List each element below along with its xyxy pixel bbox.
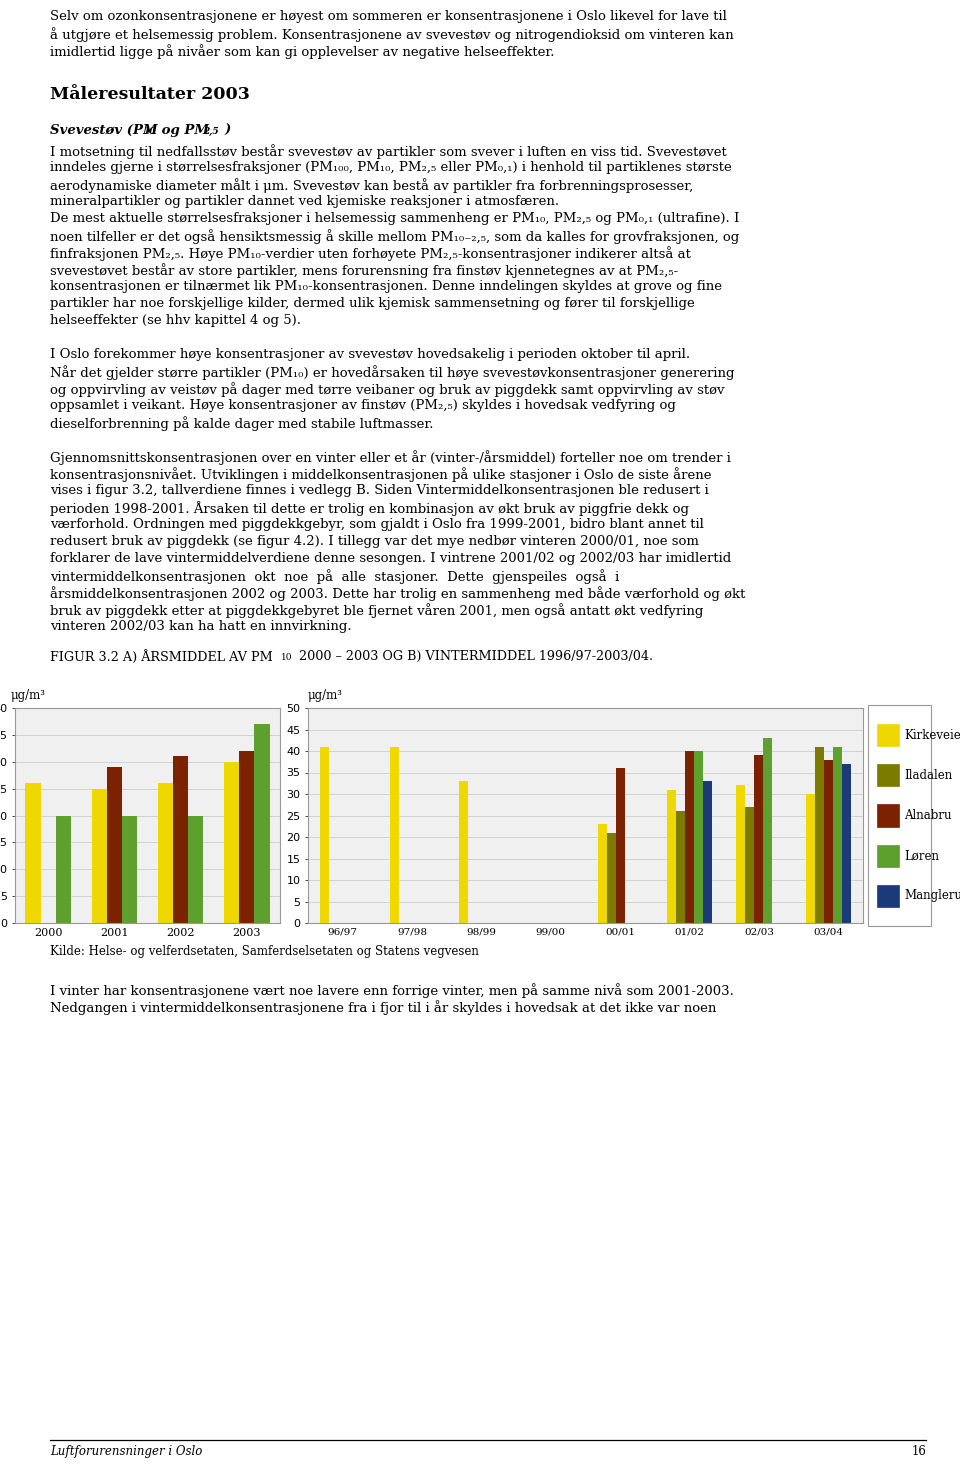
Bar <box>254 725 270 923</box>
Text: Svevestøv (PM: Svevestøv (PM <box>50 125 157 136</box>
Bar <box>607 833 615 923</box>
Bar <box>188 816 204 923</box>
Text: svevestøvet består av store partikler, mens forurensning fra finstøv kjennetegne: svevestøvet består av store partikler, m… <box>50 263 678 277</box>
Bar <box>320 747 329 923</box>
Text: Kilde: Helse- og velferdsetaten, Samferdselsetaten og Statens vegvesen: Kilde: Helse- og velferdsetaten, Samferd… <box>50 945 479 958</box>
Bar <box>239 751 254 923</box>
Text: I motsetning til nedfallsstøv består svevestøv av partikler som svever i luften : I motsetning til nedfallsstøv består sve… <box>50 144 727 158</box>
Bar <box>745 807 755 923</box>
Text: Måleresultater 2003: Måleresultater 2003 <box>50 87 250 103</box>
Bar <box>685 751 694 923</box>
Bar <box>25 783 40 923</box>
Text: konsentrasjonsnivået. Utviklingen i middelkonsentrasjonen på ulike stasjoner i O: konsentrasjonsnivået. Utviklingen i midd… <box>50 467 711 481</box>
Bar <box>815 747 824 923</box>
Bar <box>122 816 137 923</box>
Bar <box>107 767 122 923</box>
Text: Iladalen: Iladalen <box>904 769 952 782</box>
Text: Selv om ozonkonsentrasjonene er høyest om sommeren er konsentrasjonene i Oslo li: Selv om ozonkonsentrasjonene er høyest o… <box>50 10 727 23</box>
Text: Når det gjelder større partikler (PM₁₀) er hovedårsaken til høye svevestøvkonsen: Når det gjelder større partikler (PM₁₀) … <box>50 365 734 380</box>
Text: Løren: Løren <box>904 849 939 863</box>
Text: konsentrasjonen er tilnærmet lik PM₁₀-konsentrasjonen. Denne inndelingen skyldes: konsentrasjonen er tilnærmet lik PM₁₀-ko… <box>50 280 722 293</box>
Text: imidlertid ligge på nivåer som kan gi opplevelser av negative helseeffekter.: imidlertid ligge på nivåer som kan gi op… <box>50 44 555 59</box>
Text: årsmiddelkonsentrasjonen 2002 og 2003. Dette har trolig en sammenheng med både v: årsmiddelkonsentrasjonen 2002 og 2003. D… <box>50 585 745 601</box>
Text: noen tilfeller er det også hensiktsmessig å skille mellom PM₁₀₋₂,₅, som da kalle: noen tilfeller er det også hensiktsmessi… <box>50 229 739 244</box>
Bar <box>157 783 173 923</box>
Bar <box>703 780 712 923</box>
Text: 16: 16 <box>912 1445 926 1458</box>
Text: Nedgangen i vintermiddelkonsentrasjonene fra i fjor til i år skyldes i hovedsak : Nedgangen i vintermiddelkonsentrasjonene… <box>50 1000 716 1015</box>
Bar <box>56 816 71 923</box>
Text: 2000 – 2003 OG B) VINTERMIDDEL 1996/97-2003/04.: 2000 – 2003 OG B) VINTERMIDDEL 1996/97-2… <box>295 650 653 663</box>
Text: vises i figur 3.2, tallverdiene finnes i vedlegg B. Siden Vintermiddelkonsentras: vises i figur 3.2, tallverdiene finnes i… <box>50 484 708 497</box>
Text: og oppvirvling av veistøv på dager med tørre veibaner og bruk av piggdekk samt o: og oppvirvling av veistøv på dager med t… <box>50 381 725 398</box>
Bar <box>694 751 703 923</box>
Text: oppsamlet i veikant. Høye konsentrasjoner av finstøv (PM₂,₅) skyldes i hovedsak : oppsamlet i veikant. Høye konsentrasjone… <box>50 399 676 412</box>
Bar <box>676 811 685 923</box>
Bar <box>824 760 833 923</box>
Text: Kirkeveien: Kirkeveien <box>904 729 960 742</box>
Bar <box>615 769 625 923</box>
Text: 10: 10 <box>281 653 293 662</box>
Text: bruk av piggdekk etter at piggdekkgebyret ble fjernet våren 2001, men også antat: bruk av piggdekk etter at piggdekkgebyre… <box>50 603 704 618</box>
Text: vintermiddelkonsentrasjonen  okt  noe  på  alle  stasjoner.  Dette  gjenspeiles : vintermiddelkonsentrasjonen okt noe på a… <box>50 569 619 584</box>
Text: Gjennomsnittskonsentrasjonen over en vinter eller et år (vinter-/årsmiddel) fort: Gjennomsnittskonsentrasjonen over en vin… <box>50 450 731 465</box>
Bar <box>598 824 607 923</box>
Text: 10: 10 <box>143 128 156 136</box>
Text: 2,5: 2,5 <box>204 128 219 136</box>
Text: redusert bruk av piggdekk (se figur 4.2). I tillegg var det mye nedbør vinteren : redusert bruk av piggdekk (se figur 4.2)… <box>50 535 699 549</box>
Bar <box>833 747 842 923</box>
Text: inndeles gjerne i størrelsesfraksjoner (PM₁₀₀, PM₁₀, PM₂,₅ eller PM₀,₁) i henhol: inndeles gjerne i størrelsesfraksjoner (… <box>50 161 732 175</box>
Text: μg/m³: μg/m³ <box>308 689 343 701</box>
Text: μg/m³: μg/m³ <box>11 689 45 701</box>
Text: De mest aktuelle størrelsesfraksjoner i helsemessig sammenheng er PM₁₀, PM₂,₅ og: De mest aktuelle størrelsesfraksjoner i … <box>50 213 739 224</box>
Bar <box>459 780 468 923</box>
Bar <box>805 794 815 923</box>
Text: perioden 1998-2001. Årsaken til dette er trolig en kombinasjon av økt bruk av pi: perioden 1998-2001. Årsaken til dette er… <box>50 502 689 516</box>
Text: FIGUR 3.2 A) ÅRSMIDDEL AV PM: FIGUR 3.2 A) ÅRSMIDDEL AV PM <box>50 650 273 665</box>
Text: finfraksjonen PM₂,₅. Høye PM₁₀-verdier uten forhøyete PM₂,₅-konsentrasjoner indi: finfraksjonen PM₂,₅. Høye PM₁₀-verdier u… <box>50 246 691 261</box>
Text: dieselforbrenning på kalde dager med stabile luftmasser.: dieselforbrenning på kalde dager med sta… <box>50 417 433 431</box>
Text: aerodynamiske diameter målt i μm. Svevestøv kan bestå av partikler fra forbrenni: aerodynamiske diameter målt i μm. Sveves… <box>50 178 693 192</box>
Text: forklarer de lave vintermiddelverdiene denne sesongen. I vintrene 2001/02 og 200: forklarer de lave vintermiddelverdiene d… <box>50 552 732 565</box>
Text: Manglerud: Manglerud <box>904 889 960 902</box>
Text: partikler har noe forskjellige kilder, dermed ulik kjemisk sammensetning og føre: partikler har noe forskjellige kilder, d… <box>50 296 695 310</box>
Text: Luftforurensninger i Oslo: Luftforurensninger i Oslo <box>50 1445 203 1458</box>
Bar <box>390 747 398 923</box>
Text: Alnabru: Alnabru <box>904 808 951 822</box>
Text: mineralpartikler og partikler dannet ved kjemiske reaksjoner i atmosfæren.: mineralpartikler og partikler dannet ved… <box>50 195 559 208</box>
Bar <box>224 761 239 923</box>
Bar <box>173 757 188 923</box>
Bar <box>763 738 773 923</box>
Bar <box>842 764 851 923</box>
Bar <box>667 789 676 923</box>
Text: helseeffekter (se hhv kapittel 4 og 5).: helseeffekter (se hhv kapittel 4 og 5). <box>50 314 300 327</box>
Text: ): ) <box>225 125 231 136</box>
Text: værforhold. Ordningen med piggdekkgebyr, som gjaldt i Oslo fra 1999-2001, bidro : værforhold. Ordningen med piggdekkgebyr,… <box>50 518 704 531</box>
Bar <box>736 785 745 923</box>
Text: og PM: og PM <box>157 125 209 136</box>
Bar <box>755 756 763 923</box>
Text: vinteren 2002/03 kan ha hatt en innvirkning.: vinteren 2002/03 kan ha hatt en innvirkn… <box>50 621 351 632</box>
Text: å utgjøre et helsemessig problem. Konsentrasjonene av svevestøv og nitrogendioks: å utgjøre et helsemessig problem. Konsen… <box>50 26 733 43</box>
Text: I vinter har konsentrasjonene vært noe lavere enn forrige vinter, men på samme n: I vinter har konsentrasjonene vært noe l… <box>50 983 733 998</box>
Bar <box>91 789 107 923</box>
Text: I Oslo forekommer høye konsentrasjoner av svevestøv hovedsakelig i perioden okto: I Oslo forekommer høye konsentrasjoner a… <box>50 348 690 361</box>
